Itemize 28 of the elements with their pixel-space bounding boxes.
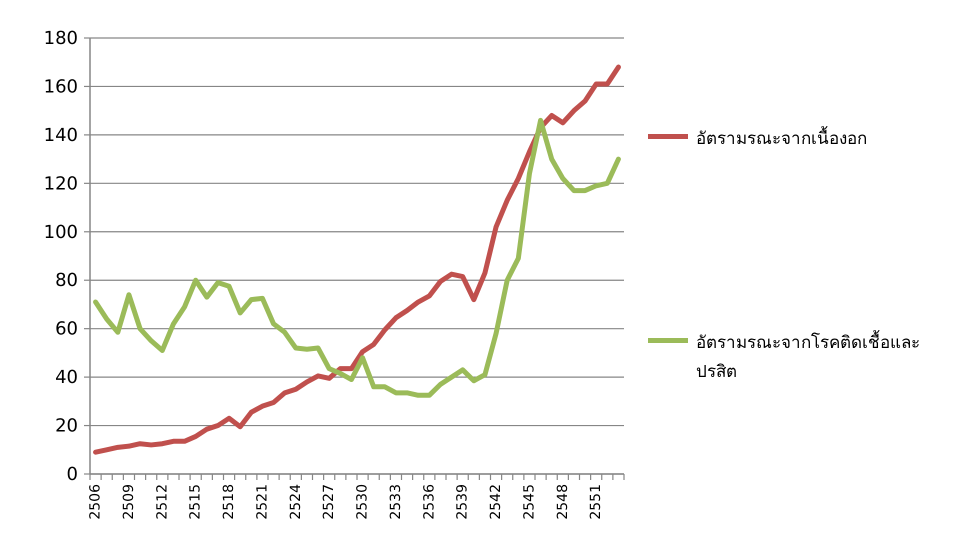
x-tick-label: 2527 xyxy=(321,484,338,520)
x-tick-label: 2524 xyxy=(288,484,304,520)
y-tick-label: 100 xyxy=(44,222,78,243)
x-tick-label: 2521 xyxy=(254,484,270,520)
y-tick-label: 0 xyxy=(66,464,78,485)
x-tick-label: 2545 xyxy=(521,484,538,520)
y-tick-label: 180 xyxy=(44,28,78,49)
x-tick-label: 2536 xyxy=(421,484,438,520)
y-tick-label: 60 xyxy=(55,318,78,340)
x-tick-label: 2506 xyxy=(88,484,104,520)
x-tick-label: 2539 xyxy=(454,484,471,520)
x-tick-label: 2512 xyxy=(154,484,170,520)
legend-label: อัตรามรณะจากเนื้องอก xyxy=(696,125,867,152)
x-tick-label: 2530 xyxy=(354,484,371,520)
y-tick-label: 160 xyxy=(44,76,78,98)
y-tick-label: 140 xyxy=(44,124,78,146)
x-tick-label: 2551 xyxy=(588,484,604,520)
legend-label: อัตรามรณะจากโรคติดเชื้อและปรสิต xyxy=(696,329,921,384)
y-tick-label: 120 xyxy=(44,173,78,194)
x-tick-label: 2509 xyxy=(120,484,137,520)
x-tick-label: 2542 xyxy=(488,484,504,520)
y-tick-label: 40 xyxy=(55,367,78,388)
x-tick-label: 2548 xyxy=(554,484,571,520)
y-tick-label: 80 xyxy=(55,270,78,292)
y-tick-label: 20 xyxy=(55,416,78,437)
x-tick-label: 2518 xyxy=(221,484,238,520)
x-tick-label: 2533 xyxy=(388,484,404,520)
x-tick-label: 2515 xyxy=(188,484,204,520)
